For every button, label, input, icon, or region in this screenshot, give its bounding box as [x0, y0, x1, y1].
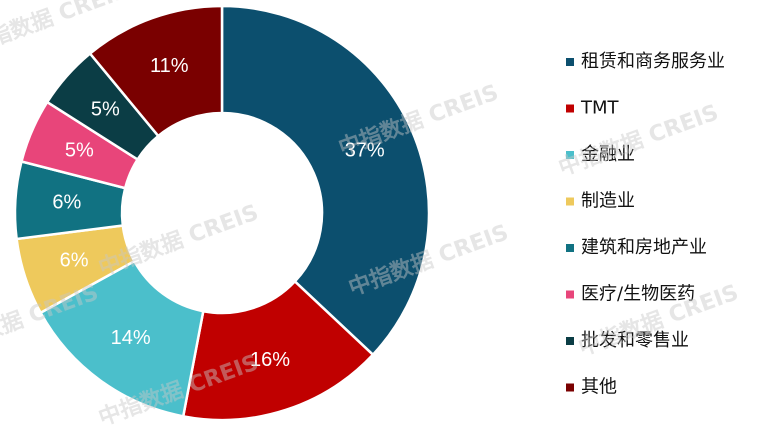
legend-label: 建筑和房地产业: [581, 237, 707, 258]
value-label: 5%: [65, 140, 94, 162]
legend-label: 制造业: [581, 191, 635, 212]
legend-swatch: [566, 383, 574, 392]
value-label: 6%: [52, 192, 81, 214]
legend-swatch: [566, 151, 574, 159]
donut-slice: [88, 4, 224, 138]
legend-label: 租赁和商务服务业: [581, 51, 725, 72]
value-label: 11%: [150, 55, 189, 77]
value-label: 14%: [111, 327, 151, 349]
legend-swatch: [566, 104, 574, 113]
legend-label: TMT: [580, 98, 620, 119]
legend-label: 批发和零售业: [581, 330, 689, 351]
legend-swatch: [566, 58, 574, 66]
legend-swatch: [566, 244, 574, 252]
value-label: 6%: [60, 249, 89, 271]
value-label: 37%: [345, 140, 385, 162]
legend-label: 其他: [581, 377, 617, 398]
donut-slice: [220, 4, 431, 357]
legend-label: 金融业: [581, 144, 635, 165]
donut-slice: [38, 259, 205, 418]
donut-slice: [181, 279, 375, 422]
value-label: 16%: [250, 349, 290, 371]
legend-swatch: [566, 197, 574, 206]
legend-swatch: [566, 290, 574, 299]
value-label: 5%: [91, 98, 120, 120]
legend-swatch: [566, 337, 574, 345]
legend-label: 医疗/生物医药: [581, 284, 695, 305]
